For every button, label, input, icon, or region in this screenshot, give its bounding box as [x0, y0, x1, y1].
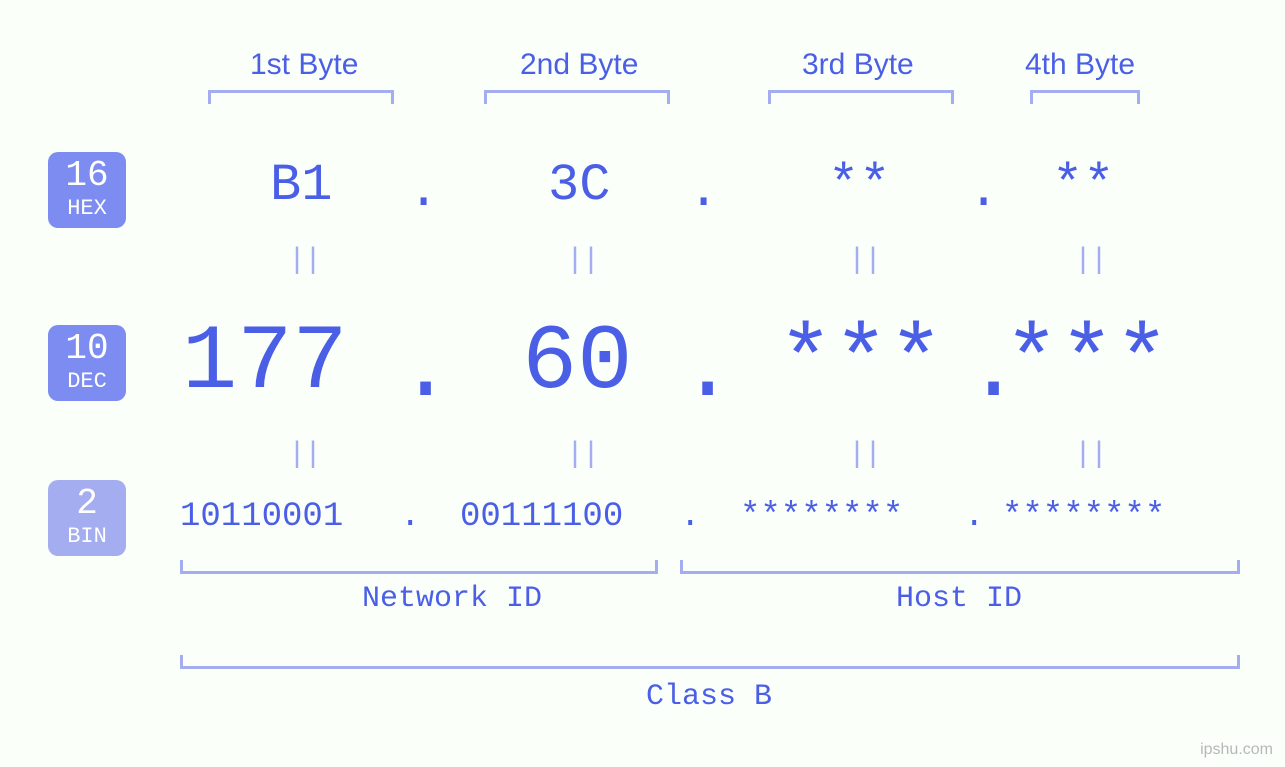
badge-hex-num: 16 [65, 158, 108, 194]
equals-4-b: || [1074, 438, 1106, 472]
hex-dot-3: . [968, 162, 999, 221]
label-class: Class B [646, 680, 772, 714]
byte-label-2: 2nd Byte [520, 48, 638, 82]
label-network-id: Network ID [362, 582, 542, 616]
dec-byte-3: *** [778, 310, 944, 415]
hex-dot-2: . [688, 162, 719, 221]
bin-byte-3: ******** [740, 498, 903, 536]
dec-byte-4: *** [1004, 310, 1170, 415]
badge-dec-num: 10 [65, 331, 108, 367]
badge-dec-label: DEC [67, 369, 107, 395]
hex-byte-3: ** [828, 156, 890, 215]
byte-label-1: 1st Byte [250, 48, 358, 82]
bracket-network-id [180, 560, 658, 574]
equals-3-b: || [848, 438, 880, 472]
badge-hex: 16 HEX [48, 152, 126, 228]
bin-dot-1: . [400, 498, 420, 536]
bin-byte-1: 10110001 [180, 498, 343, 536]
equals-4-a: || [1074, 244, 1106, 278]
bin-dot-3: . [964, 498, 984, 536]
bracket-byte-4 [1030, 90, 1140, 104]
hex-byte-1: B1 [270, 156, 332, 215]
badge-bin: 2 BIN [48, 480, 126, 556]
equals-2-b: || [566, 438, 598, 472]
bin-byte-2: 00111100 [460, 498, 623, 536]
byte-label-4: 4th Byte [1025, 48, 1135, 82]
badge-hex-label: HEX [67, 196, 107, 222]
dec-dot-2: . [680, 318, 735, 423]
bracket-byte-2 [484, 90, 670, 104]
bracket-byte-3 [768, 90, 954, 104]
dec-byte-2: 60 [522, 310, 632, 415]
bin-dot-2: . [680, 498, 700, 536]
badge-dec: 10 DEC [48, 325, 126, 401]
equals-3-a: || [848, 244, 880, 278]
equals-2-a: || [566, 244, 598, 278]
byte-label-3: 3rd Byte [802, 48, 914, 82]
bracket-host-id [680, 560, 1240, 574]
label-host-id: Host ID [896, 582, 1022, 616]
dec-dot-1: . [398, 318, 453, 423]
bracket-byte-1 [208, 90, 394, 104]
equals-1-a: || [288, 244, 320, 278]
equals-1-b: || [288, 438, 320, 472]
bin-byte-4: ******** [1002, 498, 1165, 536]
hex-byte-4: ** [1052, 156, 1114, 215]
badge-bin-label: BIN [67, 524, 107, 550]
bracket-class [180, 655, 1240, 669]
hex-dot-1: . [408, 162, 439, 221]
dec-byte-1: 177 [182, 310, 348, 415]
badge-bin-num: 2 [76, 486, 98, 522]
watermark: ipshu.com [1200, 741, 1273, 759]
hex-byte-2: 3C [548, 156, 610, 215]
